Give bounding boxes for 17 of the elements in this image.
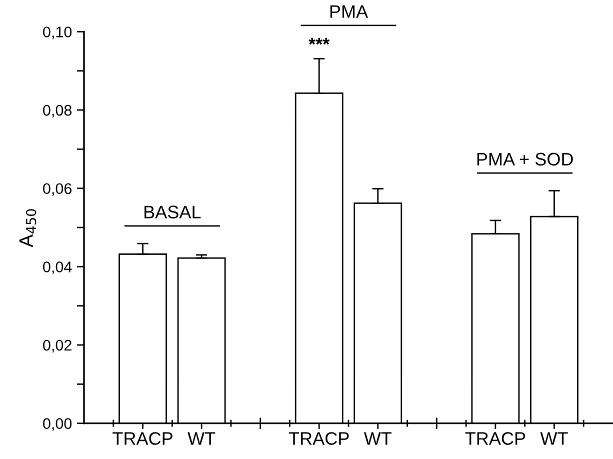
x-tick-label: WT bbox=[188, 432, 216, 445]
x-tick-label: TRACP bbox=[112, 432, 172, 445]
y-tick-label: 0,10 bbox=[43, 26, 72, 40]
y-tick-label: 0,00 bbox=[43, 418, 72, 431]
annotation: BASAL bbox=[144, 206, 201, 218]
x-tick-label: TRACP bbox=[288, 432, 349, 445]
y-tick-label: 0,02 bbox=[43, 340, 72, 352]
annotation: PMA + SOD bbox=[477, 152, 573, 166]
y-tick-label: 0,06 bbox=[43, 183, 72, 196]
x-tick-label: WT bbox=[364, 432, 392, 445]
x-tick-label: TRACP bbox=[465, 432, 526, 445]
data-label: *** bbox=[308, 38, 330, 45]
x-tick-label: WT bbox=[540, 432, 568, 445]
y-tick-label: 0,08 bbox=[43, 104, 72, 118]
text: PMA bbox=[330, 5, 368, 18]
y-tick-label: 0,04 bbox=[43, 262, 72, 274]
y-axis-title: A$_{450}$ bbox=[19, 209, 36, 248]
